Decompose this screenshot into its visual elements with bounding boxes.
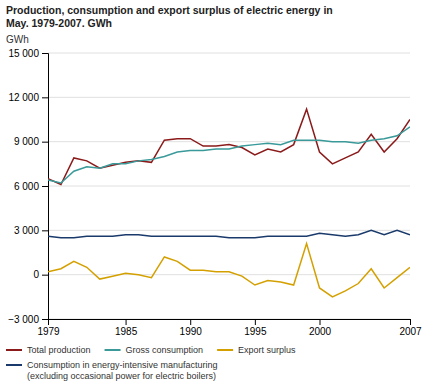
chart-title-line: May. 1979-2007. GWh bbox=[6, 17, 112, 29]
x-tick-label: 1979 bbox=[37, 326, 60, 337]
x-tick-mark bbox=[190, 319, 191, 325]
x-tick: 1985 bbox=[115, 319, 138, 337]
x-tick-mark bbox=[410, 319, 411, 325]
legend-swatch bbox=[6, 364, 22, 366]
y-axis-label: GWh bbox=[6, 34, 29, 45]
x-tick: 1990 bbox=[180, 319, 203, 337]
x-tick: 1979 bbox=[37, 319, 60, 337]
y-tick: −3 000 bbox=[8, 314, 48, 325]
y-tick: 3 000 bbox=[14, 225, 48, 236]
legend-swatch bbox=[217, 349, 233, 351]
series-line bbox=[48, 230, 410, 237]
series-line bbox=[48, 127, 410, 183]
y-tick-mark bbox=[42, 97, 48, 98]
y-tick-label: 9 000 bbox=[14, 136, 39, 147]
y-tick-mark bbox=[42, 142, 48, 143]
y-tick-mark bbox=[42, 186, 48, 187]
y-tick-label: 12 000 bbox=[8, 92, 39, 103]
legend-item: Export surplus bbox=[217, 345, 296, 355]
grid-line bbox=[48, 186, 410, 187]
grid-line bbox=[48, 53, 410, 54]
x-tick: 2000 bbox=[309, 319, 332, 337]
chart-container: Production, consumption and export surpl… bbox=[0, 0, 426, 387]
chart-title: Production, consumption and export surpl… bbox=[6, 4, 333, 29]
legend-label: Consumption in energy-intensive manufact… bbox=[27, 360, 218, 381]
y-tick-mark bbox=[42, 275, 48, 276]
legend-swatch bbox=[105, 349, 121, 351]
legend-item: Total production bbox=[6, 345, 91, 355]
legend-label-line: Total production bbox=[27, 345, 91, 355]
y-tick-label: 3 000 bbox=[14, 225, 39, 236]
x-tick-label: 1985 bbox=[115, 326, 138, 337]
legend-swatch bbox=[6, 349, 22, 351]
x-tick-mark bbox=[126, 319, 127, 325]
series-line bbox=[48, 244, 410, 297]
grid-line bbox=[48, 274, 410, 275]
legend-label-line: Export surplus bbox=[238, 345, 296, 355]
y-tick: 12 000 bbox=[8, 92, 48, 103]
legend-item: Consumption in energy-intensive manufact… bbox=[6, 360, 218, 381]
x-tick-mark bbox=[48, 319, 49, 325]
x-axis: 1979 1985 1990 1995 2000 2007 bbox=[37, 319, 422, 337]
grid bbox=[48, 53, 410, 319]
chart-svg: Production, consumption and export surpl… bbox=[0, 0, 426, 387]
y-tick: 9 000 bbox=[14, 136, 48, 147]
grid-line bbox=[48, 97, 410, 98]
y-tick-label: 6 000 bbox=[14, 181, 39, 192]
y-axis-line bbox=[42, 54, 49, 320]
legend-label: Export surplus bbox=[238, 345, 296, 355]
legend-label-line: (excluding occasional power for electric… bbox=[27, 371, 216, 381]
grid-line bbox=[48, 230, 410, 231]
x-tick-label: 1990 bbox=[180, 326, 203, 337]
legend-label-line: Consumption in energy-intensive manufact… bbox=[27, 360, 218, 370]
legend-label: Total production bbox=[27, 345, 91, 355]
legend: Total production Gross consumption Export … bbox=[6, 345, 296, 381]
y-tick-label: 15 000 bbox=[8, 48, 39, 59]
y-tick: 15 000 bbox=[8, 48, 48, 59]
x-tick-mark bbox=[320, 319, 321, 325]
x-tick-label: 2007 bbox=[399, 326, 422, 337]
lines bbox=[48, 109, 410, 297]
series-line bbox=[48, 109, 410, 184]
legend-label-line: Gross consumption bbox=[126, 345, 204, 355]
y-tick-label: −3 000 bbox=[8, 314, 39, 325]
y-tick-mark bbox=[42, 230, 48, 231]
y-tick-mark bbox=[42, 319, 48, 320]
x-tick-mark bbox=[255, 319, 256, 325]
y-axis: −3 000 0 3 000 6 000 9 000 12 000 15 000 bbox=[8, 48, 48, 325]
x-tick-label: 2000 bbox=[309, 326, 332, 337]
chart-title-line: Production, consumption and export surpl… bbox=[6, 4, 333, 16]
plot-area: −3 00003 0006 0009 00012 00015 000197919… bbox=[8, 48, 422, 337]
x-tick: 2007 bbox=[399, 319, 422, 337]
y-tick: 0 bbox=[33, 269, 48, 280]
y-tick-mark bbox=[42, 53, 48, 54]
y-tick: 6 000 bbox=[14, 181, 48, 192]
x-tick-label: 1995 bbox=[244, 326, 267, 337]
y-tick-label: 0 bbox=[33, 269, 39, 280]
legend-item: Gross consumption bbox=[105, 345, 204, 355]
legend-label: Gross consumption bbox=[126, 345, 204, 355]
x-tick: 1995 bbox=[244, 319, 267, 337]
x-axis-line bbox=[49, 320, 411, 326]
grid-line bbox=[48, 141, 410, 142]
